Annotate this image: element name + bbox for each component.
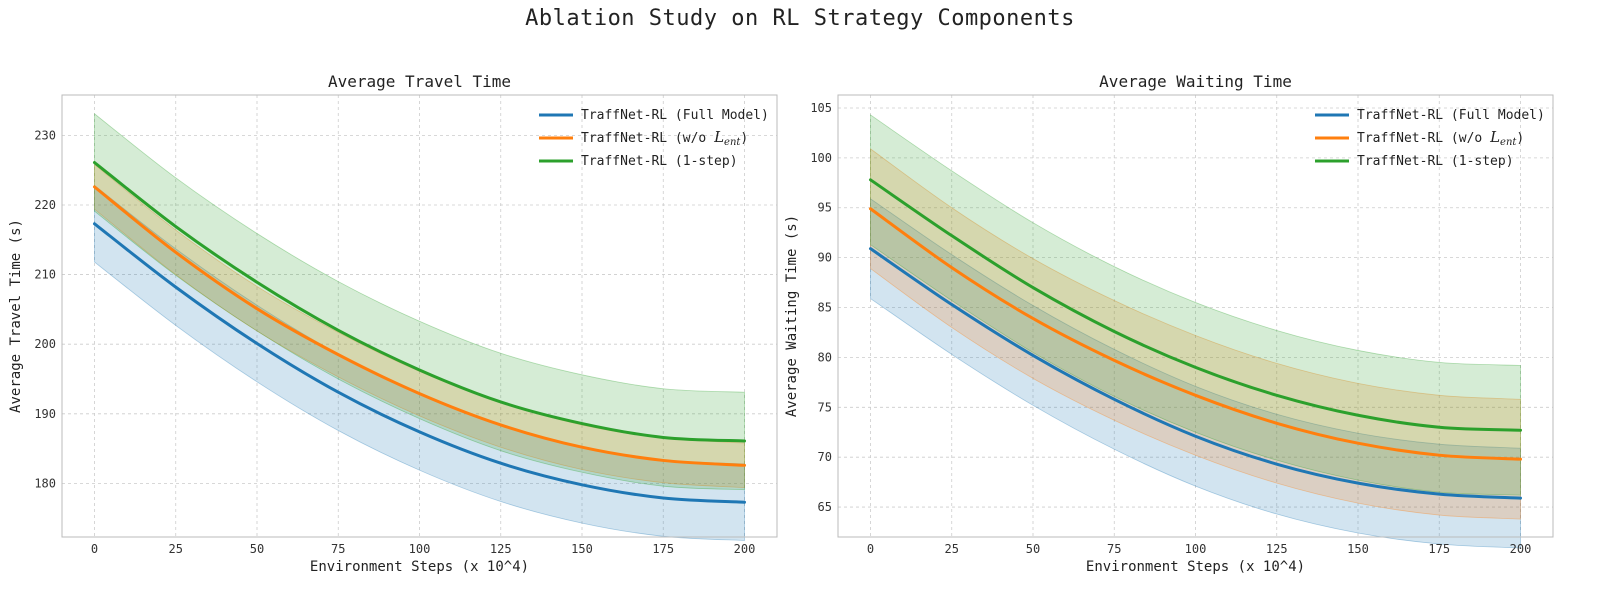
- y-tick-label: 70: [818, 450, 832, 464]
- panel-average-waiting-time: 0 25 50 75 100 125 150 175 200 65 70 75 80 85 90 95 100 1…: [784, 72, 1554, 575]
- axes-frame: [837, 94, 1554, 538]
- x-tick-label: 75: [1107, 542, 1121, 556]
- legend: TraffNet-RL (Full Model) TraffNet-RL (w/o…: [1315, 108, 1545, 169]
- y-tick-label: 95: [818, 201, 832, 215]
- legend-label-one_step: TraffNet-RL (1-step): [581, 154, 738, 169]
- legend-label-one_step: TraffNet-RL (1-step): [1357, 154, 1514, 169]
- legend-text: TraffNet-RL (1-step): [581, 154, 738, 169]
- legend-text: TraffNet-RL (Full Model): [1357, 108, 1545, 123]
- legend-label-no_ent: TraffNet-RL (w/o Lent): [581, 128, 748, 148]
- legend-item-no_ent[interactable]: TraffNet-RL (w/o Lent): [539, 128, 748, 148]
- legend-item-one_step[interactable]: TraffNet-RL (1-step): [539, 154, 738, 169]
- legend-tail: ): [1516, 131, 1524, 146]
- panel-average-travel-time: 0 25 50 75 100 125 150 175 200 180 190 200 210 220 230…: [8, 72, 778, 575]
- x-tick-label: 0: [91, 542, 98, 556]
- series-line-no_ent[interactable]: [869, 207, 1522, 461]
- band-no_ent: [94, 163, 745, 489]
- y-tick-label: 220: [34, 198, 56, 212]
- series-line-no_ent[interactable]: [93, 185, 746, 467]
- legend-label-no_ent: TraffNet-RL (w/o Lent): [1357, 128, 1524, 148]
- x-tick-label: 50: [1026, 542, 1040, 556]
- x-tick-label: 25: [169, 542, 183, 556]
- x-axis-label: Environment Steps (x 10^4): [1086, 559, 1305, 575]
- legend-text: TraffNet-RL (w/o: [581, 131, 714, 146]
- y-tick-label: 75: [818, 400, 832, 414]
- x-tick-labels: 0 25 50 75 100 125 150 175 200: [91, 542, 755, 556]
- x-tick-label: 175: [1428, 542, 1450, 556]
- x-tick-label: 125: [1266, 542, 1288, 556]
- grid-lines: [62, 95, 777, 537]
- x-tick-label: 175: [652, 542, 674, 556]
- y-tick-label: 190: [34, 407, 56, 421]
- y-tick-label: 200: [34, 337, 56, 351]
- y-tick-label: 230: [34, 128, 56, 142]
- y-tick-label: 90: [818, 251, 832, 265]
- series-line-full[interactable]: [93, 222, 746, 504]
- x-axis-label: Environment Steps (x 10^4): [310, 559, 529, 575]
- y-axis-label: Average Waiting Time (s): [784, 215, 800, 417]
- y-tick-label: 80: [818, 350, 832, 364]
- band-full: [870, 198, 1521, 549]
- y-tick-label: 210: [34, 268, 56, 282]
- legend-item-one_step[interactable]: TraffNet-RL (1-step): [1315, 154, 1514, 169]
- legend-item-full[interactable]: TraffNet-RL (Full Model): [1315, 108, 1545, 123]
- x-tick-label: 0: [867, 542, 874, 556]
- y-tick-labels: 180 190 200 210 220 230: [34, 128, 56, 490]
- legend-label-full: TraffNet-RL (Full Model): [1357, 108, 1545, 123]
- band-no_ent: [870, 148, 1521, 520]
- y-axis-label: Average Travel Time (s): [8, 219, 24, 413]
- series-line-one_step[interactable]: [93, 161, 746, 443]
- y-tick-label: 85: [818, 301, 832, 315]
- x-tick-label: 100: [1185, 542, 1207, 556]
- x-tick-labels: 0 25 50 75 100 125 150 175 200: [867, 542, 1531, 556]
- x-tick-label: 25: [945, 542, 959, 556]
- y-tick-label: 65: [818, 500, 832, 514]
- x-tick-label: 200: [734, 542, 756, 556]
- panel-title: Average Waiting Time: [1099, 72, 1292, 91]
- x-tick-label: 100: [409, 542, 431, 556]
- x-tick-label: 75: [331, 542, 345, 556]
- legend-item-full[interactable]: TraffNet-RL (Full Model): [539, 108, 769, 123]
- legend-math: L: [1489, 128, 1500, 146]
- y-tick-label: 180: [34, 476, 56, 490]
- band-one_step: [870, 114, 1521, 496]
- figure-suptitle: Ablation Study on RL Strategy Components: [525, 6, 1075, 31]
- legend-item-no_ent[interactable]: TraffNet-RL (w/o Lent): [1315, 128, 1524, 148]
- series-line-one_step[interactable]: [869, 178, 1522, 432]
- x-tick-label: 50: [250, 542, 264, 556]
- y-tick-label: 100: [810, 151, 832, 165]
- x-tick-label: 150: [1347, 542, 1369, 556]
- legend-subscript: ent: [724, 137, 741, 148]
- axes-frame: [61, 94, 778, 538]
- legend-text: TraffNet-RL (1-step): [1357, 154, 1514, 169]
- legend-math: L: [713, 128, 724, 146]
- panel-title: Average Travel Time: [328, 72, 511, 91]
- x-tick-label: 200: [1510, 542, 1532, 556]
- y-tick-label: 105: [810, 101, 832, 115]
- legend-text: TraffNet-RL (Full Model): [581, 108, 769, 123]
- legend-subscript: ent: [1500, 137, 1517, 148]
- x-tick-label: 150: [571, 542, 593, 556]
- y-tick-labels: 65 70 75 80 85 90 95 100 105: [810, 101, 832, 514]
- legend: TraffNet-RL (Full Model) TraffNet-RL (w/o…: [539, 108, 769, 169]
- x-tick-label: 125: [490, 542, 512, 556]
- band-one_step: [94, 112, 745, 491]
- legend-tail: ): [740, 131, 748, 146]
- series-line-full[interactable]: [869, 247, 1522, 500]
- legend-text: TraffNet-RL (w/o: [1357, 131, 1490, 146]
- legend-label-full: TraffNet-RL (Full Model): [581, 108, 769, 123]
